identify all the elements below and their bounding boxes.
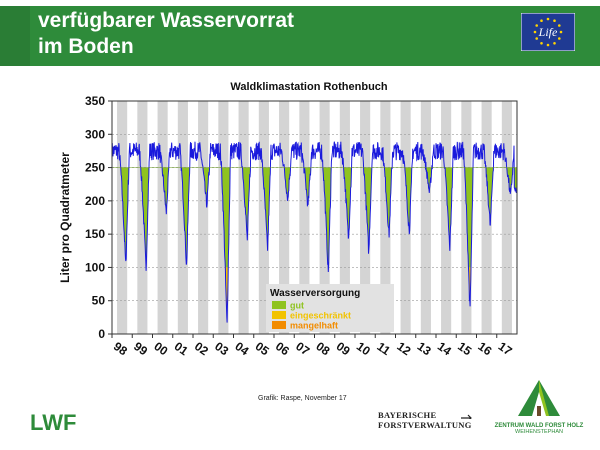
x-tick-label: 07 [293,339,312,358]
x-tick-label: 17 [496,339,515,358]
header-bar: verfügbarer Wasservorrat im Boden Life [0,0,600,66]
eu-star-icon [558,24,561,27]
season-band [360,101,371,334]
x-tick-label: 12 [394,339,413,358]
legend-item-label: eingeschränkt [290,311,351,321]
bf-line-2: FORSTVERWALTUNG [378,420,472,430]
x-tick-label: 00 [151,339,170,358]
x-tick-label: 05 [253,339,272,358]
eu-life-logo-icon: Life [521,13,575,51]
zentrum-wald-forst-holz-logo: ZENTRUM WALD FORST HOLZ WEIHENSTEPHAN [484,378,594,435]
eu-star-icon [535,37,538,40]
season-band [420,101,431,334]
legend-swatch [272,301,286,309]
eu-star-icon [540,42,543,45]
y-tick-label: 150 [85,227,105,241]
eu-star-icon [546,17,550,21]
season-band [481,101,492,334]
page-title: verfügbarer Wasservorrat im Boden [38,8,498,60]
season-band [279,101,290,334]
x-tick-label: 01 [172,339,191,358]
legend-item-label: mangelhaft [290,321,338,331]
x-tick-label: 09 [334,339,353,358]
zwfh-tree-icon [518,380,560,416]
fill-area-eingeschraenkt [146,267,472,301]
series-line [111,141,518,323]
season-band [238,101,249,334]
x-tick-label: 08 [313,339,332,358]
x-tick-label: 06 [273,339,292,358]
legend-swatch [272,321,286,329]
eu-star-icon [558,37,561,40]
y-tick-label: 300 [85,127,105,141]
y-axis-label: Liter pro Quadratmeter [58,152,72,283]
zwfh-line-1: ZENTRUM WALD FORST HOLZ [494,423,584,429]
y-tick-label: 50 [92,294,106,308]
eu-star-icon [553,42,556,45]
season-band [400,101,411,334]
y-tick-label: 100 [85,260,105,274]
y-tick-label: 200 [85,194,105,208]
season-band [319,101,330,334]
x-tick-label: 98 [111,339,130,358]
season-band [441,101,452,334]
x-tick-label: 99 [131,339,150,358]
y-tick-label: 0 [98,327,105,341]
bf-line-1: BAYERISCHE [378,410,437,420]
header-top-strip [0,0,600,6]
legend-box [266,284,394,332]
x-tick-label: 03 [212,339,231,358]
x-tick-label: 13 [415,339,434,358]
legend-item-label: gut [290,301,304,311]
eu-logo-text: Life [538,25,558,39]
season-band [137,101,148,334]
eu-star-icon [553,19,556,22]
x-tick-label: 02 [192,339,211,358]
bf-arrow-icon [461,414,472,419]
chart-title: Waldklimastation Rothenbuch [230,81,388,93]
lwf-logo-icon: LWF [30,410,76,434]
title-line-1: verfügbarer Wasservorrat [38,9,294,32]
title-line-2: im Boden [38,35,134,58]
legend-title: Wasserversorgung [270,288,360,299]
season-band [299,101,310,334]
legend-swatch [272,311,286,319]
season-band [157,101,168,334]
x-tick-label: 15 [455,339,474,358]
water-supply-chart: Waldklimastation Rothenbuch 050100150200… [58,81,518,358]
x-tick-label: 10 [354,339,373,358]
season-band [258,101,269,334]
season-band [177,101,188,334]
season-band [339,101,350,334]
eu-star-icon [559,30,563,34]
bayerische-forstverwaltung-logo: BAYERISCHE FORSTVERWALTUNG [378,410,472,430]
season-band [380,101,391,334]
eu-star-icon [533,30,537,34]
eu-star-icon [540,19,543,22]
eu-star-icon [535,24,538,27]
eu-star-icon [546,43,550,47]
x-tick-label: 14 [435,339,454,358]
y-tick-label: 350 [85,94,105,108]
x-tick-label: 16 [475,339,494,358]
header-left-stripe [0,6,30,66]
x-tick-label: 11 [374,339,393,358]
season-band [117,101,128,334]
chart-caption: Grafik: Raspe, November 17 [258,395,347,402]
season-band [501,101,512,334]
lwf-logo-text: LWF [30,410,76,434]
chart-container: Waldklimastation Rothenbuch 0 50 100 150 200… [54,76,544,376]
zwfh-line-2: WEIHENSTEPHAN [515,429,563,435]
season-band [198,101,209,334]
y-tick-label: 250 [85,161,105,175]
x-tick-label: 04 [232,339,251,358]
